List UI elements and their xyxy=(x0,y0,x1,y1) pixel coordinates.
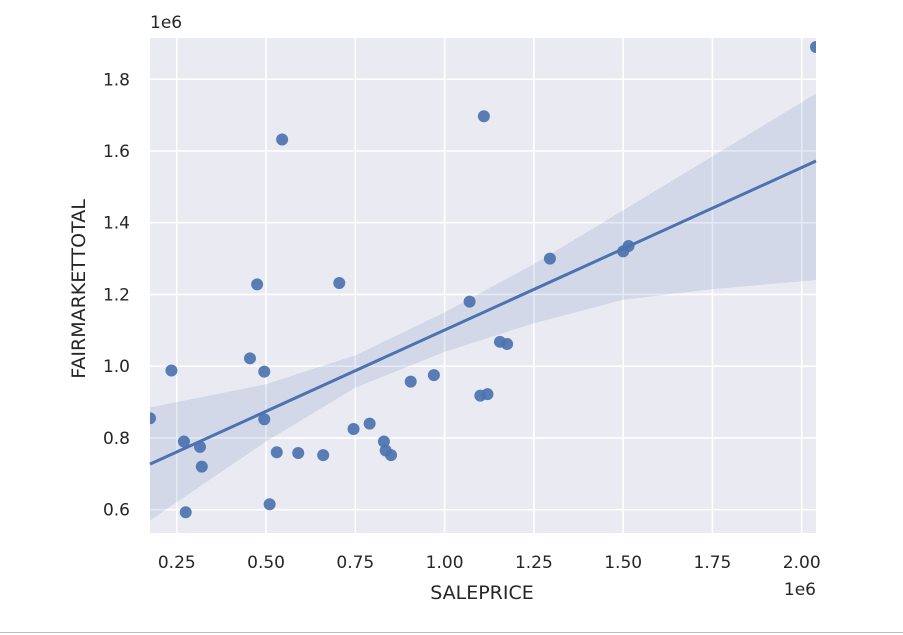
x-axis-label: SALEPRICE xyxy=(430,582,534,604)
data-point xyxy=(477,110,490,123)
data-point xyxy=(276,133,289,146)
data-point xyxy=(258,365,271,378)
data-point xyxy=(317,449,330,462)
y-tick-label: 1.6 xyxy=(103,142,130,162)
data-point xyxy=(177,435,190,448)
x-tick-labels: 0.25 0.50 0.75 1.00 1.25 1.50 1.75 2.00 xyxy=(158,553,821,573)
data-point xyxy=(363,417,376,430)
y-tick-label: 1.4 xyxy=(103,214,130,234)
grid xyxy=(150,38,816,533)
x-tick-label: 0.50 xyxy=(247,553,285,573)
data-point xyxy=(195,460,208,473)
y-scale-label: 1e6 xyxy=(150,13,182,33)
y-tick-label: 0.6 xyxy=(103,501,130,521)
data-point xyxy=(385,449,398,462)
data-points xyxy=(150,40,816,519)
data-point xyxy=(251,278,264,291)
y-tick-label: 0.8 xyxy=(103,429,130,449)
y-axis-label: FAIRMARKETTOTAL xyxy=(68,199,90,379)
data-point xyxy=(404,375,417,388)
data-point xyxy=(193,440,206,453)
data-point xyxy=(463,295,476,308)
confidence-band xyxy=(150,93,816,521)
x-tick-label: 0.25 xyxy=(158,553,196,573)
regression-line xyxy=(149,159,817,466)
data-point xyxy=(165,364,178,377)
data-point xyxy=(270,446,283,459)
x-tick-label: 2.00 xyxy=(783,553,821,573)
x-tick-label: 1.50 xyxy=(604,553,642,573)
x-scale-label: 1e6 xyxy=(784,580,816,600)
bottom-divider xyxy=(0,632,903,633)
data-point xyxy=(622,240,635,253)
y-tick-label: 1.8 xyxy=(103,70,130,90)
y-tick-label: 1.0 xyxy=(103,357,130,377)
data-point xyxy=(292,447,305,460)
data-point xyxy=(258,413,271,426)
y-tick-labels: 0.6 0.8 1.0 1.2 1.4 1.6 1.8 xyxy=(103,70,130,520)
x-tick-label: 1.00 xyxy=(426,553,464,573)
data-point xyxy=(481,388,494,401)
data-point xyxy=(347,422,360,435)
data-point xyxy=(377,435,390,448)
data-point xyxy=(179,506,192,519)
data-point xyxy=(263,498,276,511)
data-point xyxy=(427,369,440,382)
data-point xyxy=(243,352,256,365)
x-tick-label: 1.75 xyxy=(694,553,732,573)
data-point xyxy=(333,276,346,289)
data-point xyxy=(810,40,816,53)
data-point xyxy=(501,337,514,350)
data-point xyxy=(543,252,556,265)
x-tick-label: 0.75 xyxy=(336,553,374,573)
x-tick-label: 1.25 xyxy=(515,553,553,573)
y-tick-label: 1.2 xyxy=(103,285,130,305)
data-point xyxy=(150,412,156,425)
